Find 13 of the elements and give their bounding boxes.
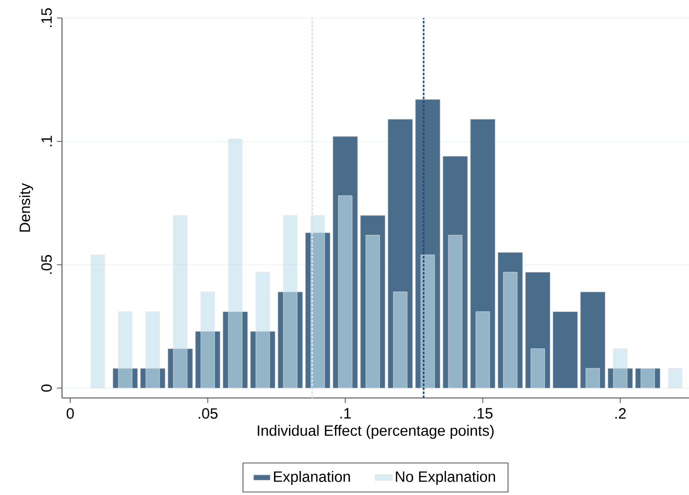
legend-label: Explanation xyxy=(274,470,350,485)
x-tick-label: .15 xyxy=(474,408,493,419)
y-tick-label: .15 xyxy=(41,8,52,28)
x-tick-label: .2 xyxy=(615,408,626,419)
y-tick-label: .05 xyxy=(41,254,52,274)
x-axis-title: Individual Effect (percentage points) xyxy=(258,424,494,439)
legend-label: No Explanation xyxy=(396,470,496,485)
y-tick-label: 0 xyxy=(41,384,52,392)
x-tick-label: .1 xyxy=(340,408,351,418)
y-axis-title: Density xyxy=(19,183,34,232)
y-tick-label: .1 xyxy=(42,136,52,146)
x-tick-label: .05 xyxy=(198,408,218,419)
x-tick-label: 0 xyxy=(66,408,74,419)
